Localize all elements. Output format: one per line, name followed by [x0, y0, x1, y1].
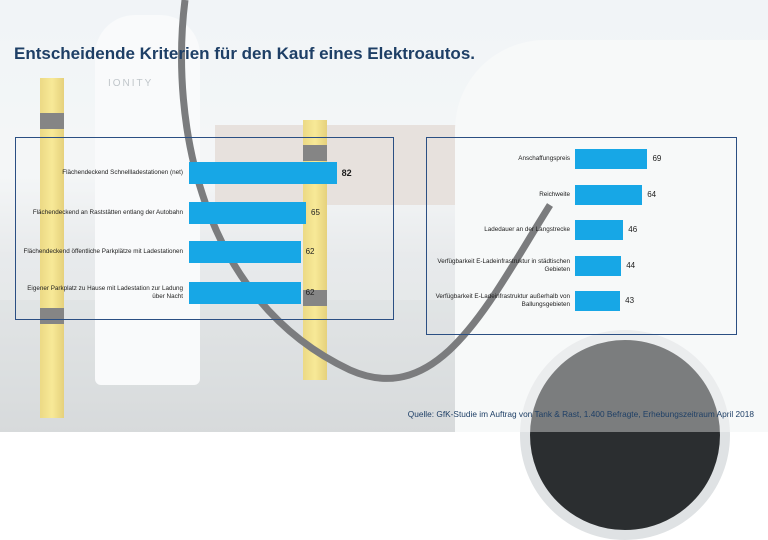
right-bar [575, 220, 624, 240]
right-value-label: 69 [652, 154, 662, 163]
left-value-label: 65 [311, 208, 320, 217]
background-station-logo: IONITY [108, 78, 154, 89]
right-category-label: Verfügbarkeit E-Ladeinfrastruktur außerh… [435, 293, 570, 308]
left-category-label: Flächendeckend öffentliche Parkplätze mi… [23, 248, 183, 256]
source-note: Quelle: GfK-Studie im Auftrag von Tank &… [407, 409, 754, 419]
left-bar [189, 202, 306, 224]
right-category-label: Reichweite [539, 191, 570, 199]
left-category-label: Flächendeckend an Raststätten entlang de… [32, 209, 183, 217]
right-bar [575, 149, 648, 169]
chart-panel-right [426, 137, 737, 335]
right-value-label: 64 [647, 190, 657, 199]
right-category-label: Anschaffungspreis [518, 155, 570, 163]
left-bar [189, 241, 301, 263]
background-charging-cable [178, 0, 553, 382]
right-bar [575, 291, 621, 311]
background-overlay [0, 0, 768, 432]
right-bar [575, 256, 622, 276]
background-bollard-left [40, 78, 64, 418]
left-value-label: 82 [341, 168, 352, 178]
right-category-label: Ladedauer an der Langstrecke [484, 226, 570, 234]
left-value-label: 62 [305, 288, 315, 297]
slide-title: Entscheidende Kriterien für den Kauf ein… [14, 44, 475, 63]
left-bar [189, 282, 301, 304]
left-category-label: Eigener Parkplatz zu Hause mit Ladestati… [27, 285, 183, 300]
chart-panel-left [15, 137, 394, 320]
left-category-label: Flächendeckend Schnellladestationen (net… [62, 169, 183, 177]
right-value-label: 43 [625, 296, 635, 305]
left-bar [189, 162, 337, 184]
right-bar [575, 185, 643, 205]
left-value-label: 62 [305, 247, 315, 256]
right-value-label: 44 [626, 261, 636, 270]
right-category-label: Verfügbarkeit E-Ladeinfrastruktur in stä… [437, 258, 570, 273]
right-value-label: 46 [628, 225, 638, 234]
